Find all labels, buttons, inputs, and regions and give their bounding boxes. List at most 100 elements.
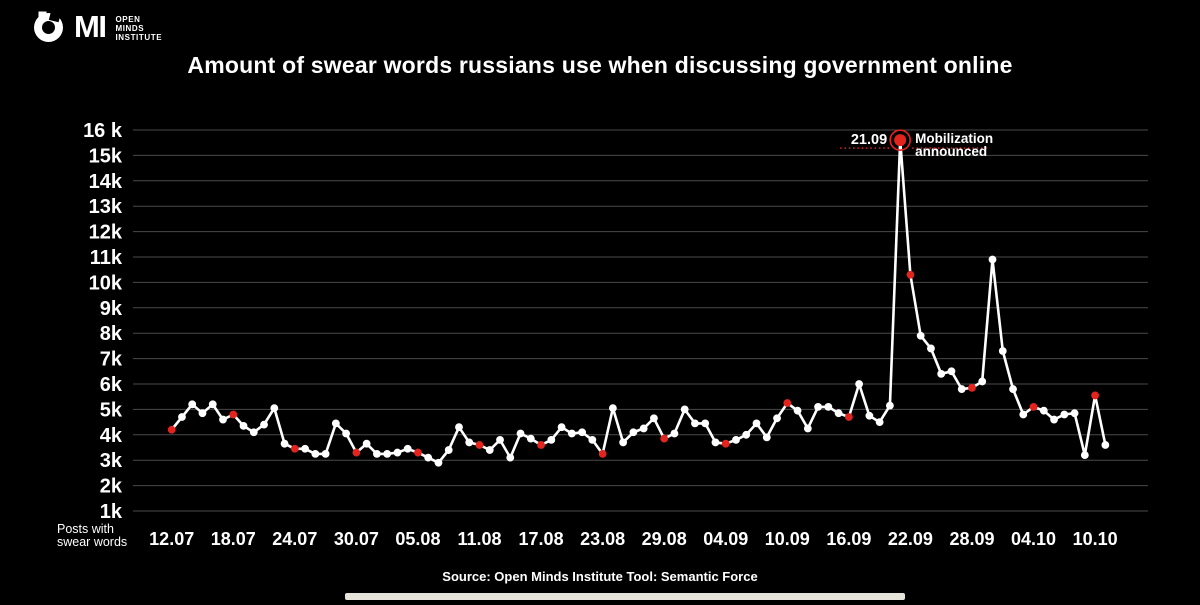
- data-point: [526, 434, 535, 443]
- y-tick-label: 16 k: [83, 120, 123, 142]
- y-tick-label: 1k: [100, 501, 123, 523]
- data-point-red: [906, 270, 915, 279]
- data-point: [947, 367, 956, 376]
- annotation-text: announced: [915, 144, 987, 159]
- x-tick-label: 18.07: [211, 529, 256, 549]
- y-tick-label: 14k: [89, 171, 123, 193]
- data-point-red: [721, 439, 730, 448]
- data-point: [670, 429, 679, 438]
- data-point: [619, 438, 628, 447]
- data-point: [444, 446, 453, 454]
- y-tick-label: 8k: [100, 323, 123, 345]
- y-tick-label: 15k: [89, 145, 123, 167]
- x-tick-label: 29.08: [642, 529, 687, 549]
- data-point: [998, 347, 1007, 355]
- data-point: [814, 402, 822, 411]
- data-point-red: [229, 410, 238, 419]
- data-point: [188, 400, 197, 409]
- data-point: [301, 444, 309, 453]
- x-tick-label: 23.08: [580, 529, 625, 549]
- data-point: [373, 449, 381, 458]
- data-point: [280, 439, 289, 448]
- y-tick-label: 13k: [89, 196, 123, 218]
- x-tick-label: 17.08: [519, 529, 564, 549]
- data-point: [434, 458, 443, 467]
- data-point: [875, 418, 884, 426]
- data-point: [260, 420, 268, 429]
- peak-marker-ring: [889, 129, 911, 151]
- y-tick-label: 2k: [100, 476, 123, 498]
- y-axis-caption-line: Posts with: [57, 522, 114, 536]
- data-point-red: [598, 449, 607, 458]
- data-point: [1019, 410, 1028, 419]
- data-point: [588, 435, 597, 444]
- omi-logo-subtitle-line: OPEN: [115, 14, 141, 24]
- y-tick-label: 3k: [100, 450, 123, 472]
- data-point: [383, 449, 392, 458]
- data-point: [1039, 406, 1048, 415]
- data-point: [178, 413, 186, 421]
- data-point: [793, 406, 802, 415]
- series-line: [170, 138, 1107, 465]
- data-point: [198, 409, 207, 418]
- data-point: [1009, 385, 1017, 393]
- data-point: [650, 414, 658, 423]
- x-tick-label: 12.07: [149, 529, 194, 549]
- data-point-red: [1091, 391, 1099, 400]
- data-point-red: [968, 383, 976, 392]
- data-point: [424, 453, 433, 462]
- data-point: [886, 401, 894, 410]
- data-point-red: [783, 399, 792, 407]
- chart-title: Amount of swear words russians use when …: [187, 52, 1013, 78]
- omi-logo: MI OPEN MINDS INSTITUTE: [30, 10, 162, 46]
- data-point: [249, 428, 258, 437]
- x-tick-label: 04.09: [703, 529, 748, 549]
- data-point: [762, 433, 771, 442]
- source-caption: Source: Open Minds Institute Tool: Seman…: [442, 569, 758, 584]
- data-point: [927, 344, 935, 353]
- y-tick-label: 11k: [90, 247, 123, 269]
- data-point: [219, 415, 227, 424]
- horizontal-scrollbar[interactable]: [345, 593, 905, 600]
- x-tick-label: 11.08: [457, 529, 501, 549]
- omi-logo-subtitle-line: MINDS: [115, 23, 145, 33]
- data-point-red: [290, 444, 299, 453]
- x-tick-label: 22.09: [888, 529, 933, 549]
- data-point: [239, 422, 248, 430]
- data-point: [455, 423, 463, 432]
- data-point: [506, 453, 515, 462]
- data-point: [773, 414, 781, 423]
- data-point: [1060, 410, 1069, 419]
- x-tick-label: 10.09: [765, 529, 810, 549]
- data-point: [691, 419, 699, 428]
- data-point: [496, 435, 504, 444]
- data-point: [547, 435, 556, 444]
- data-point: [834, 409, 843, 418]
- data-point: [711, 438, 720, 447]
- data-point: [916, 331, 925, 340]
- data-point: [578, 428, 586, 437]
- data-point-red: [475, 441, 484, 449]
- data-point: [824, 402, 833, 411]
- data-point: [732, 435, 740, 444]
- data-point: [1101, 441, 1110, 449]
- data-point: [680, 405, 689, 414]
- y-tick-label: 5k: [100, 399, 123, 421]
- data-point: [957, 385, 966, 393]
- data-point: [1070, 409, 1079, 418]
- omi-logo-subtitle: OPEN MINDS INSTITUTE: [115, 15, 162, 42]
- y-tick-label: 10k: [89, 272, 123, 294]
- data-point: [855, 380, 864, 388]
- annotation-text: Mobilization: [915, 131, 993, 146]
- omi-logo-text: MI: [74, 8, 107, 44]
- data-point: [342, 429, 351, 438]
- data-point: [557, 423, 566, 432]
- x-tick-label: 16.09: [826, 529, 871, 549]
- data-point-red: [844, 413, 853, 421]
- data-point-red: [660, 434, 669, 443]
- x-tick-label: 24.07: [272, 529, 317, 549]
- y-axis-caption-line: swear words: [57, 535, 128, 549]
- data-point: [270, 404, 279, 413]
